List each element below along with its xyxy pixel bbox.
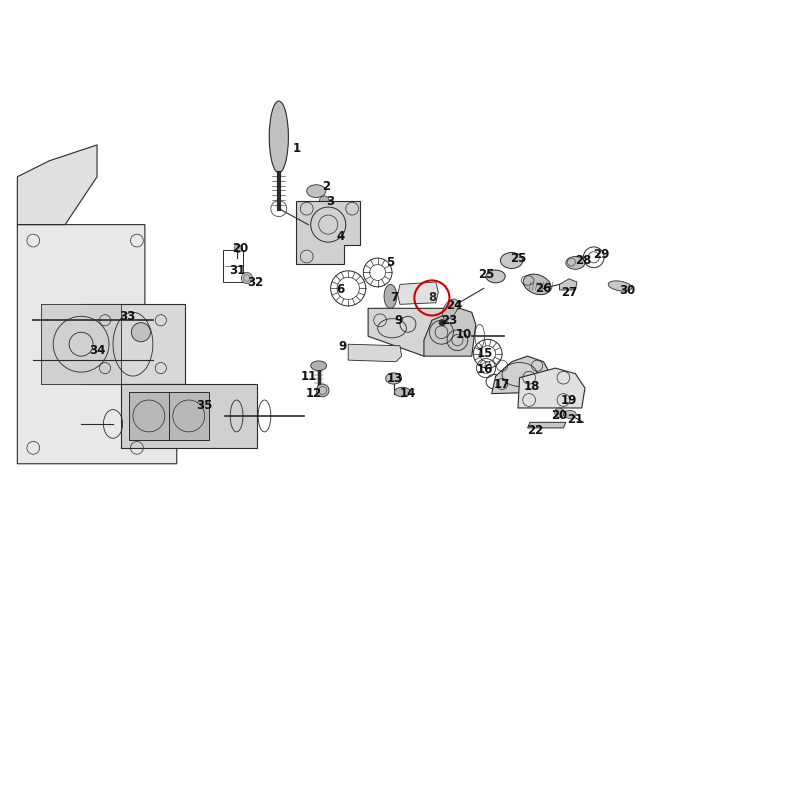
Circle shape <box>242 273 253 284</box>
Ellipse shape <box>442 299 458 319</box>
Circle shape <box>131 322 150 342</box>
Text: 7: 7 <box>390 291 398 305</box>
Text: 24: 24 <box>446 299 462 313</box>
Ellipse shape <box>566 257 585 270</box>
Text: 22: 22 <box>527 424 544 437</box>
Polygon shape <box>527 422 566 428</box>
Text: 6: 6 <box>336 283 344 297</box>
Bar <box>222 250 242 282</box>
Circle shape <box>316 384 329 397</box>
Polygon shape <box>348 344 402 362</box>
Text: 5: 5 <box>386 255 394 269</box>
Text: 31: 31 <box>230 264 246 278</box>
Text: 20: 20 <box>233 242 249 255</box>
Text: 4: 4 <box>336 230 344 243</box>
Text: 26: 26 <box>535 282 552 295</box>
Text: 14: 14 <box>400 387 416 400</box>
Circle shape <box>554 408 564 418</box>
Ellipse shape <box>501 253 522 269</box>
Circle shape <box>234 245 242 253</box>
Polygon shape <box>368 308 452 356</box>
Bar <box>169 392 209 440</box>
Text: 21: 21 <box>567 414 583 426</box>
Ellipse shape <box>486 270 506 283</box>
Polygon shape <box>492 356 551 394</box>
Text: 23: 23 <box>442 314 458 326</box>
Text: 17: 17 <box>494 378 510 390</box>
Text: 33: 33 <box>119 310 135 322</box>
Ellipse shape <box>394 387 410 397</box>
Polygon shape <box>518 368 585 408</box>
Text: 13: 13 <box>386 372 402 385</box>
Ellipse shape <box>384 285 397 308</box>
Text: 18: 18 <box>523 380 540 393</box>
Text: 3: 3 <box>326 195 334 208</box>
Polygon shape <box>18 225 177 464</box>
Ellipse shape <box>608 281 632 291</box>
Text: 15: 15 <box>477 347 494 360</box>
Text: 25: 25 <box>478 267 494 281</box>
Ellipse shape <box>310 361 326 370</box>
Polygon shape <box>81 304 185 384</box>
Text: 19: 19 <box>561 394 577 406</box>
Text: 32: 32 <box>246 275 263 289</box>
Text: 10: 10 <box>456 328 472 341</box>
Text: 30: 30 <box>619 284 635 298</box>
Circle shape <box>439 319 446 326</box>
Text: 16: 16 <box>477 363 494 376</box>
Text: 1: 1 <box>292 142 301 155</box>
Text: 25: 25 <box>510 251 526 265</box>
Text: 11: 11 <box>300 370 317 382</box>
Ellipse shape <box>386 373 402 384</box>
Polygon shape <box>121 384 257 448</box>
Text: 34: 34 <box>89 344 106 357</box>
Ellipse shape <box>563 410 576 418</box>
Polygon shape <box>424 308 476 356</box>
Text: 8: 8 <box>428 291 436 305</box>
Text: 27: 27 <box>561 286 577 299</box>
Polygon shape <box>18 145 97 225</box>
Bar <box>42 304 121 384</box>
Text: 20: 20 <box>551 410 567 422</box>
Circle shape <box>319 196 329 206</box>
Text: 2: 2 <box>322 180 330 193</box>
Text: 29: 29 <box>593 248 609 261</box>
Text: 9: 9 <box>338 340 346 353</box>
Ellipse shape <box>306 185 326 198</box>
Polygon shape <box>398 282 438 304</box>
Ellipse shape <box>523 274 551 294</box>
Text: 12: 12 <box>306 387 322 400</box>
Polygon shape <box>559 279 577 290</box>
Polygon shape <box>296 201 360 265</box>
Text: 35: 35 <box>197 399 213 412</box>
Ellipse shape <box>270 101 288 173</box>
Bar <box>129 392 169 440</box>
Text: 9: 9 <box>394 314 402 326</box>
Text: 28: 28 <box>575 254 591 267</box>
